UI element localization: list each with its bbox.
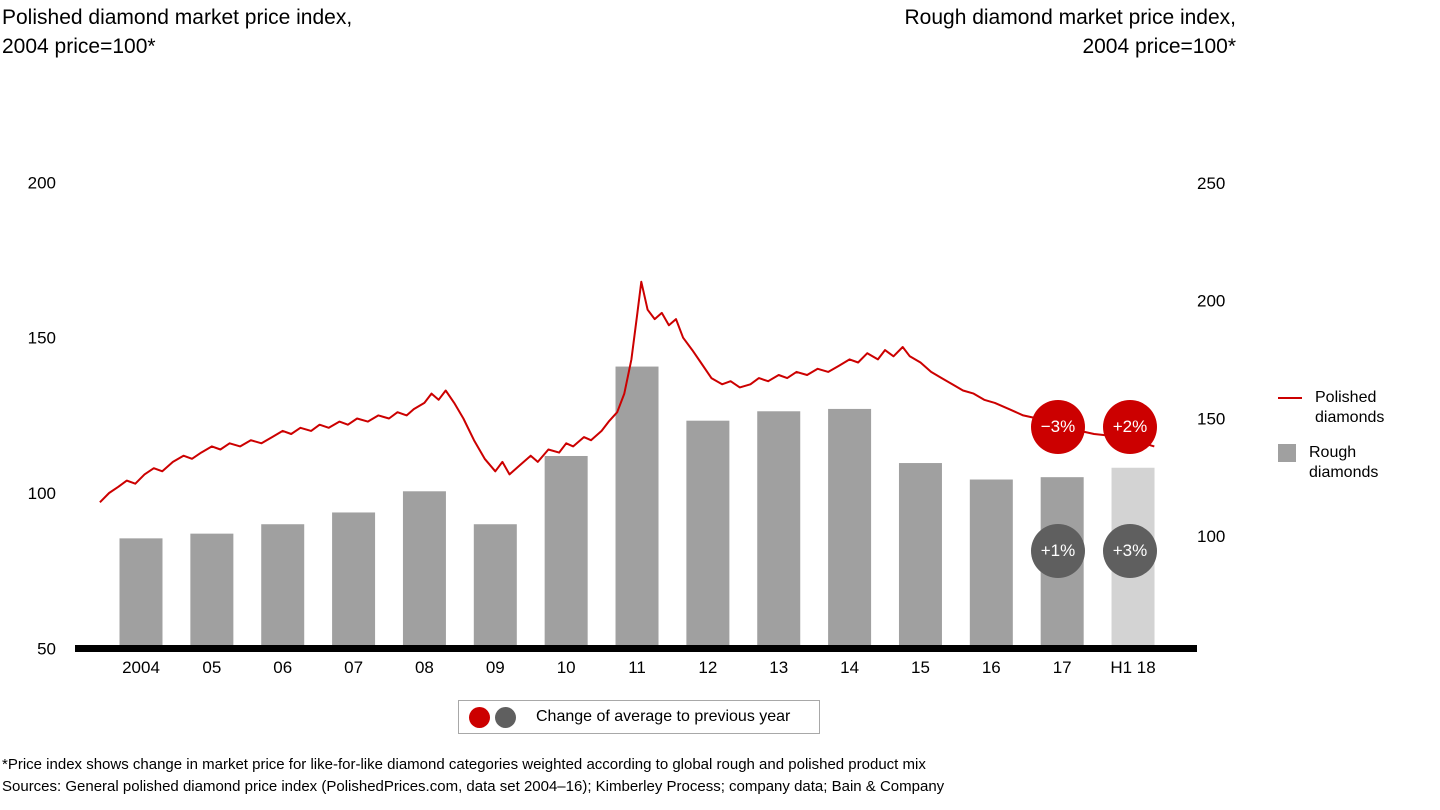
- left-axis-tick: 200: [28, 173, 56, 192]
- bar-07: [332, 512, 376, 645]
- x-axis-label: 17: [1053, 658, 1072, 677]
- red-change-dot-icon: [469, 706, 490, 728]
- badge-polished-change-2017: −3%: [1031, 400, 1085, 454]
- bar-05: [190, 533, 234, 645]
- badge-polished-change-h1-2018: +2%: [1103, 400, 1157, 454]
- right-axis-tick: 250: [1197, 174, 1225, 193]
- x-axis-label: 11: [628, 658, 646, 677]
- legend-row-rough: Rough diamonds: [1278, 443, 1397, 483]
- badge-rough-change-h1-2018: +3%: [1103, 524, 1157, 578]
- right-chart-title: Rough diamond market price index, 2004 p…: [904, 6, 1236, 58]
- x-axis-label: 08: [415, 658, 434, 677]
- legend-row-polished: Polished diamonds: [1278, 388, 1397, 428]
- x-axis-line: [75, 645, 1197, 652]
- change-legend-label: Change of average to previous year: [536, 708, 791, 725]
- x-axis-label: 12: [698, 658, 717, 677]
- change-legend-box: Change of average to previous year: [458, 700, 820, 734]
- left-axis-tick: 150: [28, 329, 56, 348]
- polished-price-line: [99, 280, 1155, 504]
- right-axis-tick: 150: [1197, 409, 1225, 428]
- footnote-definition: *Price index shows change in market pric…: [2, 756, 926, 773]
- left-axis-tick: 100: [28, 484, 56, 503]
- footnotes: *Price index shows change in market pric…: [2, 754, 944, 798]
- left-chart-title: Polished diamond market price index, 200…: [2, 6, 353, 58]
- x-axis-label: 15: [911, 658, 930, 677]
- rough-bar-swatch-icon: [1278, 444, 1296, 462]
- x-axis-label: 13: [769, 658, 788, 677]
- right-axis-tick: 200: [1197, 292, 1225, 311]
- x-axis-label: H1 18: [1110, 658, 1155, 677]
- bar-2004: [119, 538, 163, 645]
- x-axis-label: 06: [273, 658, 292, 677]
- x-axis-label: 05: [202, 658, 221, 677]
- x-axis-label: 14: [840, 658, 859, 677]
- footnote-sources: Sources: General polished diamond price …: [2, 778, 945, 795]
- bar-06: [261, 524, 305, 645]
- x-axis-label: 16: [982, 658, 1001, 677]
- polished-line-swatch-icon: [1278, 397, 1302, 399]
- badge-rough-change-2017: +1%: [1031, 524, 1085, 578]
- x-axis-label: 2004: [122, 658, 160, 677]
- polished-legend-label: Polished diamonds: [1315, 389, 1385, 426]
- bar-12: [686, 420, 730, 645]
- bar-14: [828, 408, 872, 645]
- rough-legend-label: Rough diamonds: [1309, 444, 1379, 481]
- bar-16: [969, 479, 1013, 645]
- series-legend: Polished diamonds Rough diamonds: [1278, 388, 1397, 483]
- x-axis-label: 10: [557, 658, 576, 677]
- bar-11: [615, 366, 659, 645]
- right-axis-tick: 100: [1197, 527, 1225, 546]
- bar-09: [473, 524, 517, 645]
- bar-08: [402, 491, 446, 645]
- bar-10: [544, 455, 588, 645]
- bar-15: [898, 463, 942, 645]
- x-axis-label: 07: [344, 658, 363, 677]
- bar-13: [757, 411, 801, 645]
- left-axis-tick: 50: [37, 639, 56, 658]
- x-axis-label: 09: [486, 658, 505, 677]
- gray-change-dot-icon: [495, 706, 516, 728]
